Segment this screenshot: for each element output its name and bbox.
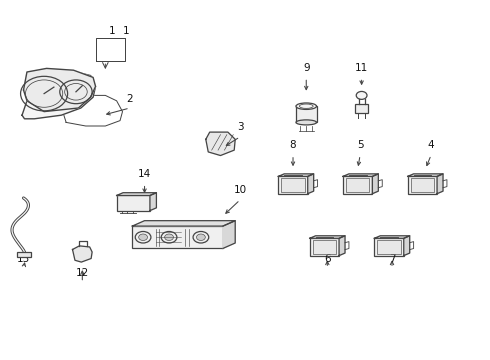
Bar <box>17 252 31 257</box>
Text: 10: 10 <box>234 185 246 195</box>
Circle shape <box>139 234 147 240</box>
Bar <box>296 106 317 122</box>
Bar <box>377 240 401 254</box>
Text: 12: 12 <box>75 268 89 278</box>
Circle shape <box>165 234 173 240</box>
Polygon shape <box>117 193 156 195</box>
Polygon shape <box>278 174 314 176</box>
Text: 9: 9 <box>303 63 310 73</box>
Polygon shape <box>223 221 235 248</box>
Text: 14: 14 <box>138 169 151 179</box>
Ellipse shape <box>296 120 317 125</box>
Bar <box>346 178 369 192</box>
Polygon shape <box>437 174 443 194</box>
Ellipse shape <box>356 91 367 99</box>
Polygon shape <box>372 174 378 194</box>
Text: 7: 7 <box>389 254 395 264</box>
Polygon shape <box>339 236 345 256</box>
Ellipse shape <box>296 103 317 109</box>
Bar <box>278 176 308 194</box>
Circle shape <box>196 234 205 240</box>
Polygon shape <box>404 236 410 256</box>
Polygon shape <box>24 68 96 112</box>
Polygon shape <box>73 246 92 262</box>
Bar <box>374 238 404 256</box>
Bar <box>310 238 339 256</box>
Text: 4: 4 <box>428 140 435 150</box>
Bar <box>355 104 368 113</box>
Text: 1: 1 <box>123 26 130 36</box>
Polygon shape <box>132 221 235 226</box>
Polygon shape <box>206 132 235 156</box>
Bar <box>411 178 434 192</box>
Polygon shape <box>150 193 156 211</box>
Bar <box>281 178 305 192</box>
Bar <box>132 226 223 248</box>
Polygon shape <box>308 174 314 194</box>
Polygon shape <box>408 174 443 176</box>
Text: 5: 5 <box>357 140 364 150</box>
Polygon shape <box>374 236 410 238</box>
Text: 11: 11 <box>355 63 368 73</box>
Polygon shape <box>343 174 378 176</box>
Text: 2: 2 <box>126 94 133 104</box>
Text: 3: 3 <box>237 122 244 132</box>
Text: 1: 1 <box>108 26 115 36</box>
Bar <box>313 240 336 254</box>
Bar <box>117 195 150 211</box>
Text: 13: 13 <box>17 254 30 264</box>
Polygon shape <box>22 72 96 119</box>
Polygon shape <box>310 236 345 238</box>
Text: 6: 6 <box>324 254 331 264</box>
Bar <box>343 176 372 194</box>
Text: 8: 8 <box>290 140 296 150</box>
Bar <box>408 176 437 194</box>
